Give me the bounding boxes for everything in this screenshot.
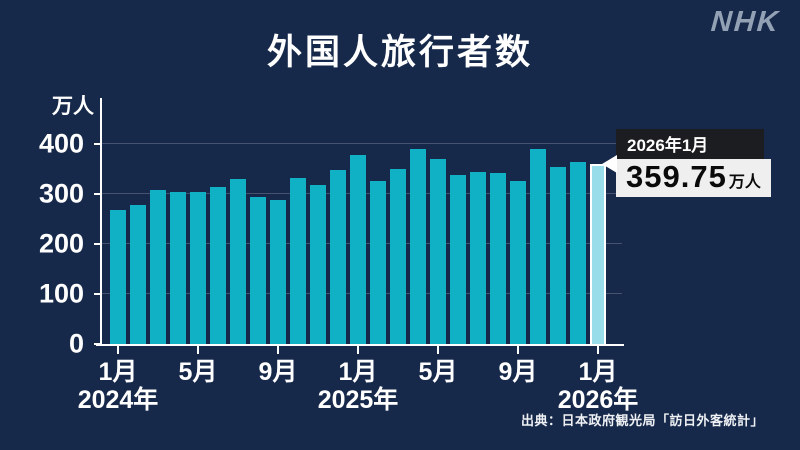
plot-area [102,98,622,344]
callout-value-unit: 万人 [728,174,761,191]
y-tick-label: 300 [38,178,84,209]
y-axis-line [100,98,102,346]
callout-annotation: 2026年1月 359.75 万人 [600,129,771,197]
bar [250,197,266,344]
x-axis-tick [517,346,519,354]
bar [230,179,246,344]
x-tick-label: 1月 [578,358,618,386]
x-tick-label: 1月 [98,358,138,386]
x-axis-tick [437,346,439,354]
bar [310,184,326,344]
y-tick-label: 400 [38,128,84,159]
bar [370,181,386,344]
grid-line [102,143,622,144]
source-text: 出典：日本政府観光局「訪日外客統計」 [520,413,764,428]
bar [390,169,406,344]
x-tick-label: 5月 [178,358,218,386]
bar [490,172,506,344]
bar [350,154,366,344]
x-axis-tick [357,346,359,354]
callout-value-box: 359.75 万人 [616,159,771,197]
x-tick-label: 5月 [418,358,458,386]
x-axis-tick [597,346,599,354]
bar [550,166,566,344]
bar [570,161,586,344]
bar [430,159,446,344]
callout-arrow-icon [602,155,617,173]
y-axis-tick [94,343,101,345]
y-axis-tick [94,193,101,195]
x-tick-label: 9月 [258,358,298,386]
bar [130,204,146,344]
bar [170,191,186,344]
bar [410,148,426,344]
callout-date-label: 2026年1月 [616,129,764,159]
year-label: 2024年 [77,386,159,414]
callout-value: 359.75 [626,159,727,194]
bar [470,172,486,344]
bar [150,189,166,344]
year-label: 2025年 [317,386,399,414]
y-tick-label: 200 [38,228,84,259]
x-tick-label: 1月 [338,358,378,386]
bar [210,187,226,344]
bar [450,175,466,344]
bar-highlighted [590,164,606,344]
callout-body: 2026年1月 359.75 万人 [616,129,771,197]
bar [110,209,126,344]
y-axis-tick [94,293,101,295]
x-tick-label: 9月 [498,358,538,386]
bar [270,200,286,344]
y-axis-tick [94,143,101,145]
x-axis-tick [197,346,199,354]
x-axis-tick [277,346,279,354]
x-axis-tick [117,346,119,354]
x-axis-line [96,344,624,346]
bar [510,180,526,344]
bar [190,192,206,344]
y-axis-tick [94,243,101,245]
y-tick-label: 0 [68,328,84,359]
y-axis-unit-label: 万人 [52,95,94,118]
page-title: 外国人旅行者数 [266,33,533,72]
year-label: 2026年 [557,386,639,414]
bar [530,149,546,344]
y-tick-label: 100 [38,278,84,309]
bar [330,169,346,344]
bar [290,178,306,344]
